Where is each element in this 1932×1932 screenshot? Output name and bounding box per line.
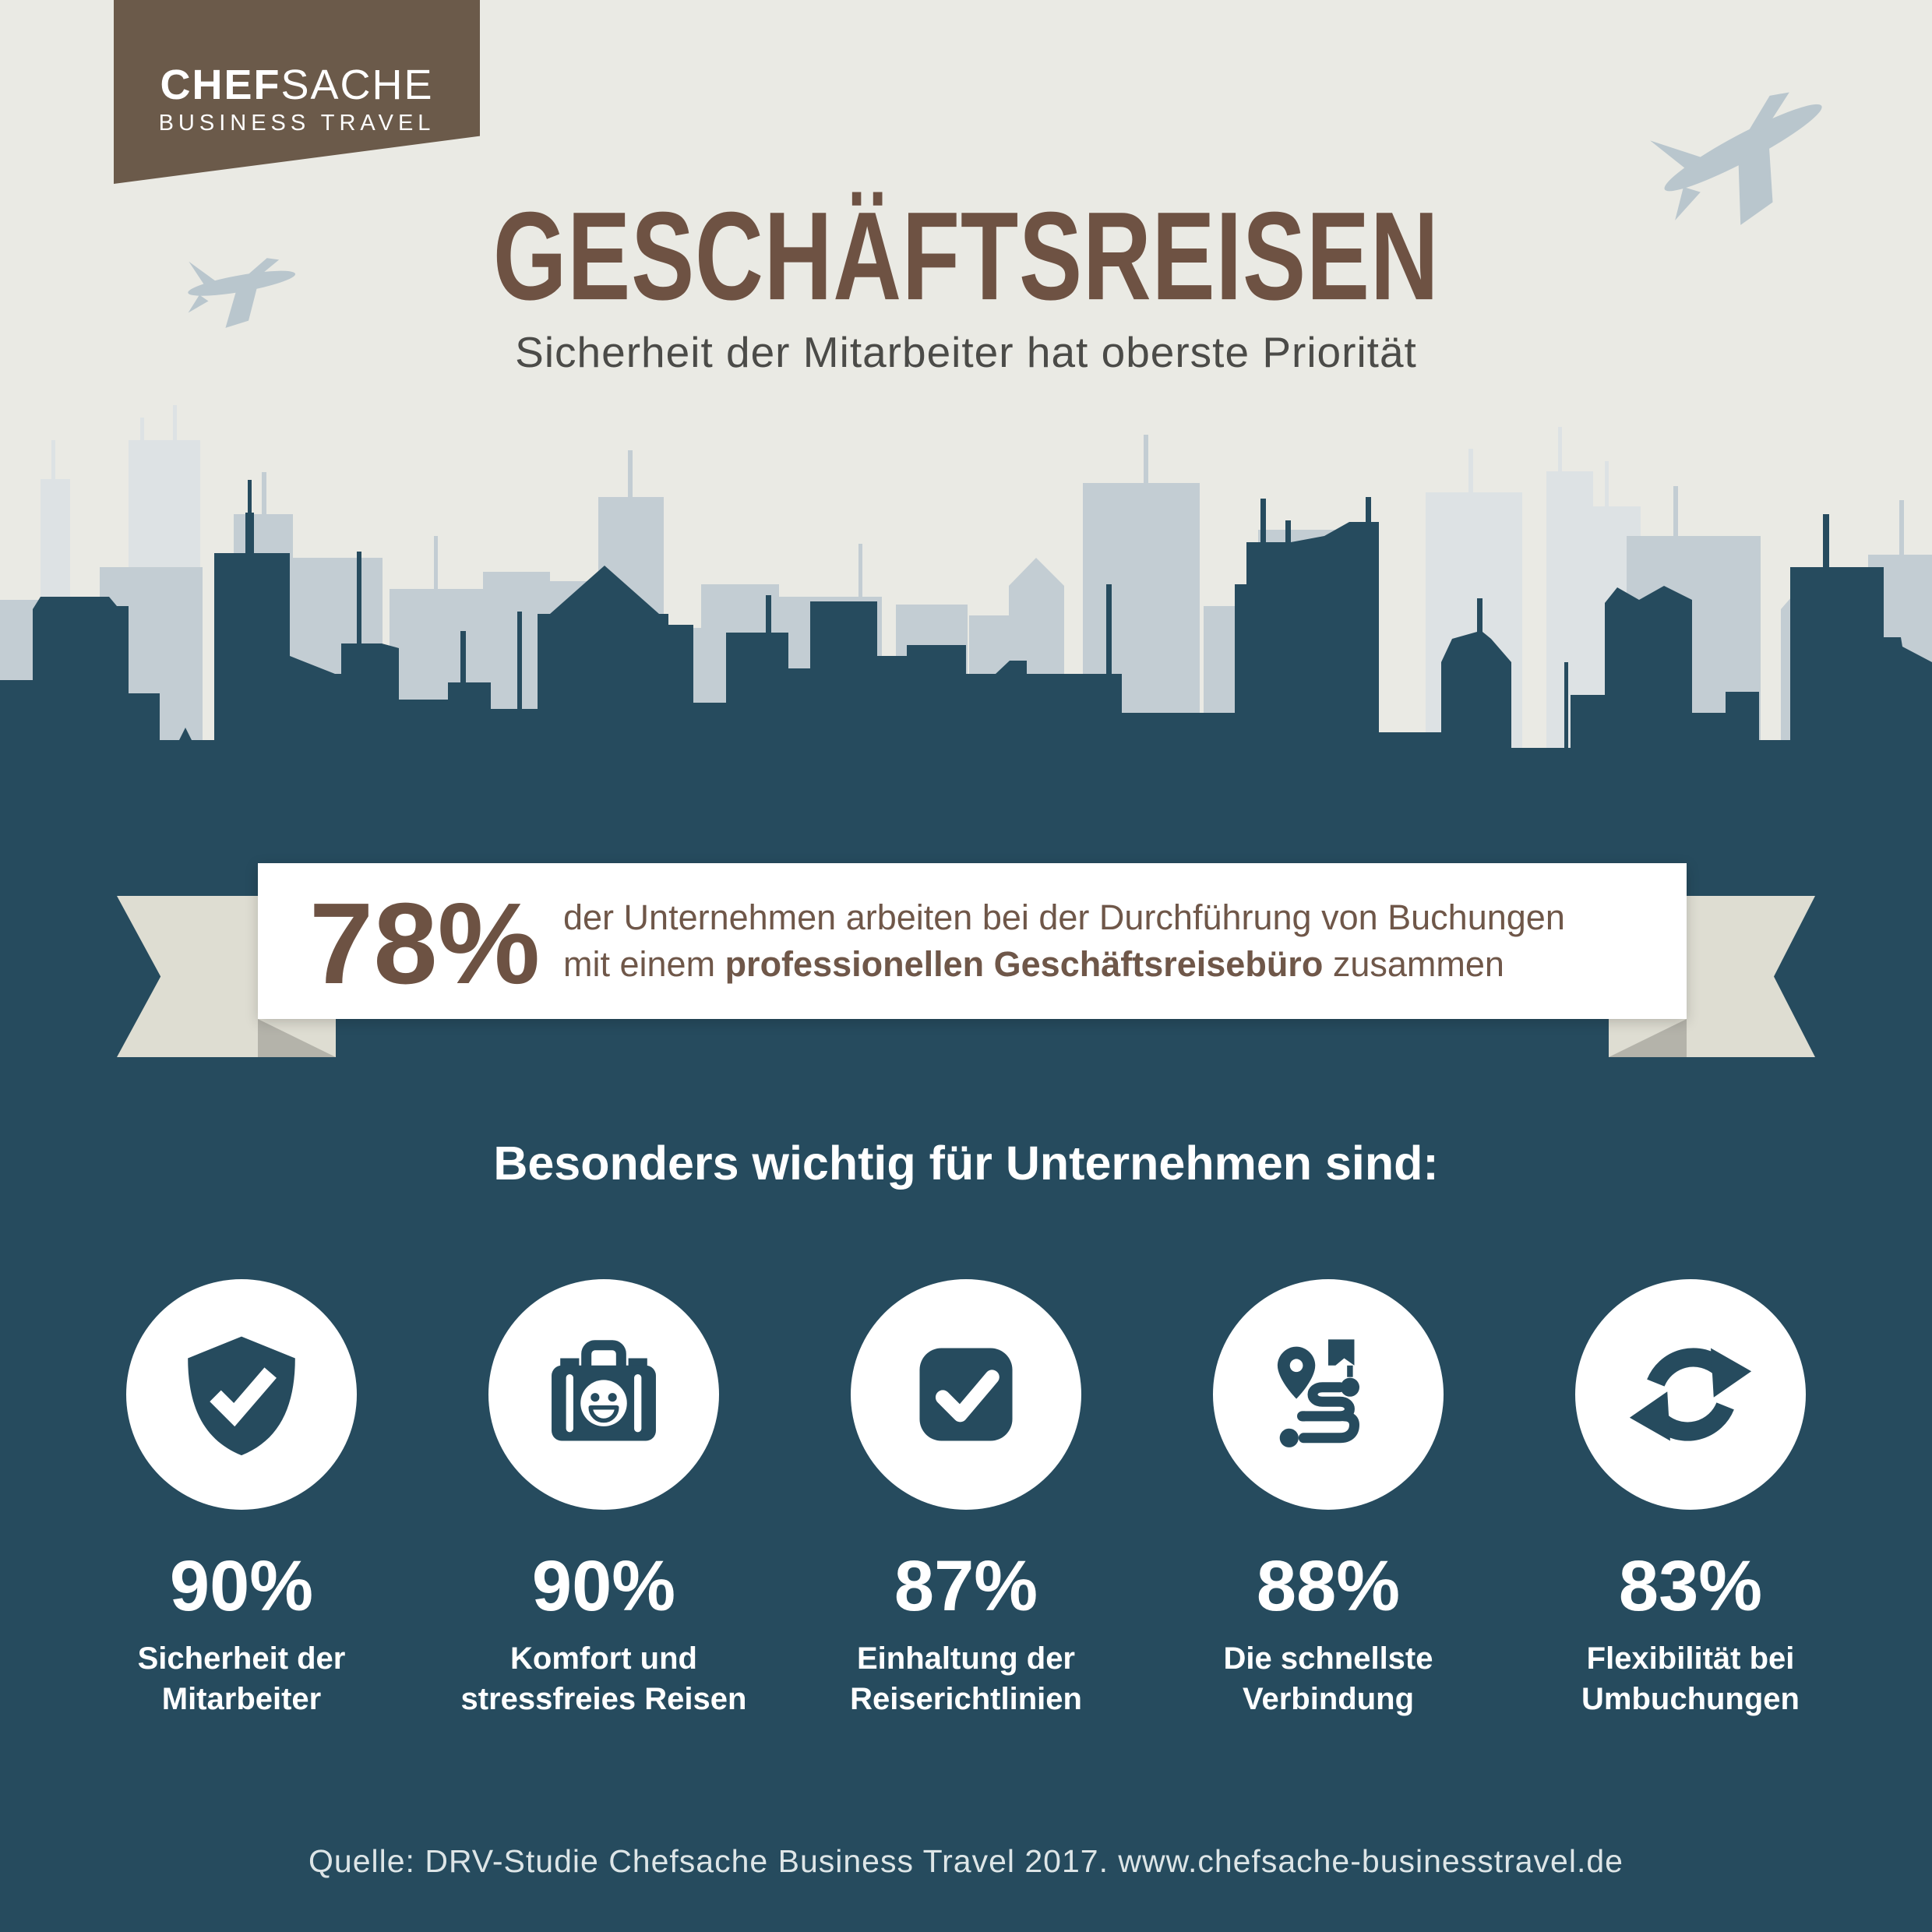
headline-stat-ribbon: 78% der Unternehmen arbeiten bei der Dur… — [258, 863, 1687, 1019]
stat-label-line1: Komfort und — [510, 1641, 697, 1676]
stat-item-umbuchungen: 83% Flexibilität bei Umbuchungen — [1519, 1279, 1862, 1719]
airplane-icon — [177, 248, 303, 343]
stat-value: 90% — [169, 1546, 314, 1626]
stat-value: 87% — [894, 1546, 1038, 1626]
stat-label: Flexibilität bei Umbuchungen — [1519, 1638, 1862, 1719]
brand-name: CHEFSACHE — [114, 61, 480, 109]
headline-stat-line2: mit einem professionellen Geschäftsreise… — [563, 941, 1565, 988]
stat-label-line2: Mitarbeiter — [161, 1682, 322, 1716]
checkbox-icon — [919, 1348, 1013, 1441]
stat-label: Die schnellste Verbindung — [1157, 1638, 1500, 1719]
page-subtitle: Sicherheit der Mitarbeiter hat oberste P… — [515, 328, 1417, 376]
headline-stat-text: der Unternehmen arbeiten bei der Durchfü… — [563, 894, 1565, 988]
stat-circle — [1213, 1279, 1444, 1510]
stat-item-sicherheit: 90% Sicherheit der Mitarbeiter — [70, 1279, 413, 1719]
airplane-icon — [1631, 66, 1862, 268]
stat-label: Einhaltung der Reiserichtlinien — [795, 1638, 1137, 1719]
suitcase-smile-icon — [552, 1340, 656, 1441]
page-title-text: GESCHÄFTSREISEN — [492, 185, 1440, 327]
stat-label-line1: Sicherheit der — [137, 1641, 346, 1676]
stat-circle — [851, 1279, 1081, 1510]
stat-circle — [488, 1279, 719, 1510]
stats-row: 90% Sicherheit der Mitarbeiter — [70, 1279, 1862, 1719]
stat-label-line2: Umbuchungen — [1581, 1682, 1800, 1716]
stat-value: 90% — [531, 1546, 676, 1626]
brand-name-rest: SACHE — [280, 62, 434, 108]
stat-value: 83% — [1618, 1546, 1763, 1626]
stat-circle — [1575, 1279, 1806, 1510]
brand-badge: CHEFSACHE BUSINESS TRAVEL — [114, 0, 480, 184]
headline-stat-value: 78% — [309, 880, 541, 1008]
route-icon — [1277, 1339, 1359, 1447]
line2-prefix: mit einem — [563, 944, 725, 984]
stat-label-line2: Verbindung — [1243, 1682, 1414, 1716]
page-title: GESCHÄFTSREISEN — [0, 186, 1932, 326]
stat-item-komfort: 90% Komfort und stressfreies Reisen — [432, 1279, 775, 1719]
line2-bold: professionellen Geschäftsreisebüro — [724, 944, 1324, 984]
stat-item-verbindung: 88% Die schnellste Verbindung — [1157, 1279, 1500, 1719]
stat-item-reiserichtlinien: 87% Einhaltung der Reiserichtlinien — [795, 1279, 1137, 1719]
stat-label-line1: Die schnellste — [1223, 1641, 1433, 1676]
headline-stat-line1: der Unternehmen arbeiten bei der Durchfü… — [563, 897, 1565, 937]
shield-check-icon — [188, 1336, 295, 1456]
stat-label-line2: stressfreies Reisen — [460, 1682, 747, 1716]
stat-label-line1: Flexibilität bei — [1586, 1641, 1795, 1676]
stat-label-line2: Reiserichtlinien — [850, 1682, 1082, 1716]
sync-icon — [1629, 1348, 1752, 1441]
section-heading: Besonders wichtig für Unternehmen sind: — [493, 1137, 1439, 1190]
brand-tagline: BUSINESS TRAVEL — [158, 111, 435, 136]
line2-suffix: zusammen — [1323, 944, 1504, 984]
brand-name-bold: CHEF — [160, 62, 281, 108]
stat-label: Komfort und stressfreies Reisen — [432, 1638, 775, 1719]
city-skyline-silhouette — [0, 405, 1932, 841]
stat-value: 88% — [1256, 1546, 1401, 1626]
stat-label: Sicherheit der Mitarbeiter — [70, 1638, 413, 1719]
stat-circle — [126, 1279, 357, 1510]
source-line: Quelle: DRV-Studie Chefsache Business Tr… — [308, 1843, 1624, 1879]
stat-label-line1: Einhaltung der — [857, 1641, 1075, 1676]
